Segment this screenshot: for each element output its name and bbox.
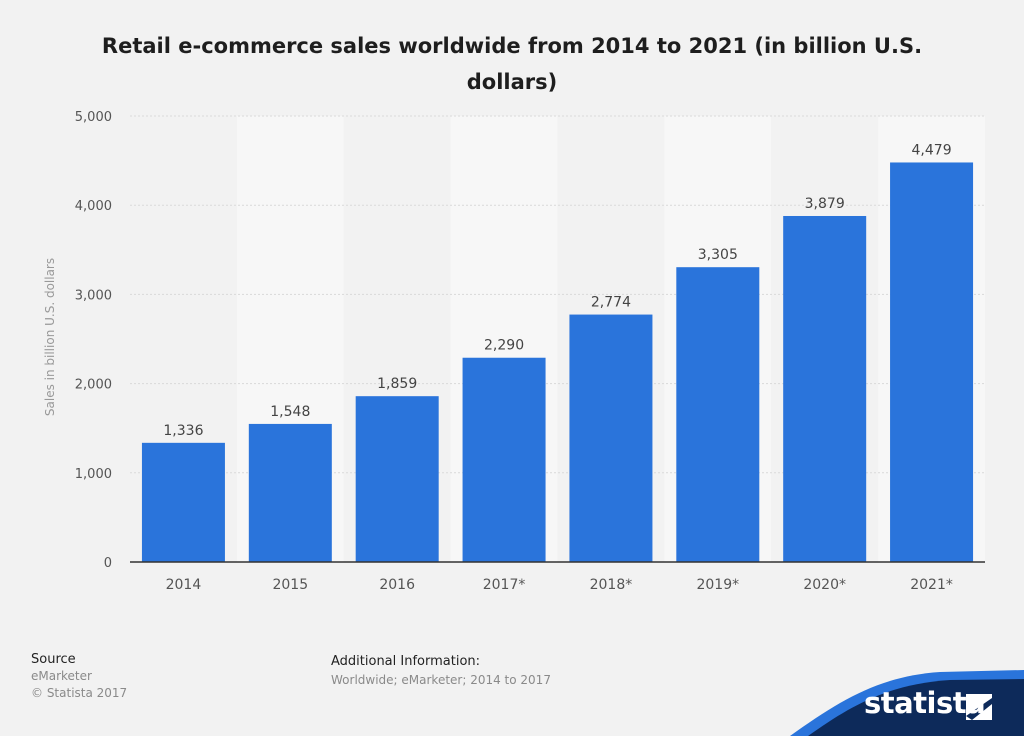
x-tick-label: 2015 (272, 577, 308, 593)
copyright-text: © Statista 2017 (31, 686, 128, 700)
y-tick-label: 5,000 (75, 110, 112, 125)
x-tick-label: 2021* (910, 577, 953, 593)
bar[interactable] (462, 357, 546, 562)
value-labels: 1,336 1,548 1,859 2,290 2,774 3,305 3,879 4,479 (163, 142, 951, 438)
bar[interactable] (783, 215, 867, 562)
data-label: 1,859 (377, 376, 417, 392)
data-label: 3,305 (698, 247, 738, 263)
bar[interactable] (890, 162, 974, 562)
x-tick-label: 2019* (696, 577, 739, 593)
bar[interactable] (248, 423, 332, 562)
statista-logo[interactable]: statista (864, 686, 986, 720)
additional-info-text: Worldwide; eMarketer; 2014 to 2017 (331, 673, 551, 687)
statista-logo-icon (966, 694, 992, 720)
data-label: 2,774 (591, 295, 631, 311)
y-tick-label: 0 (104, 556, 112, 571)
x-tick-label: 2016 (379, 577, 415, 593)
y-tick-label: 1,000 (75, 467, 112, 482)
additional-info-heading: Additional Information: (331, 654, 481, 669)
y-axis-ticks: 0 1,000 2,000 3,000 4,000 5,000 (75, 110, 112, 571)
bar[interactable] (141, 442, 225, 562)
y-tick-label: 4,000 (75, 199, 112, 214)
source-link[interactable]: eMarketer (31, 669, 92, 683)
data-label: 2,290 (484, 338, 524, 354)
x-tick-label: 2018* (590, 577, 633, 593)
bars (141, 162, 974, 562)
y-tick-label: 2,000 (75, 378, 112, 393)
data-label: 1,548 (270, 404, 310, 420)
data-label: 3,879 (805, 196, 845, 212)
bar-chart: 0 1,000 2,000 3,000 4,000 5,000 1,336 1,548 1,8… (43, 110, 985, 593)
data-label: 1,336 (163, 423, 203, 439)
y-axis-label: Sales in billion U.S. dollars (43, 258, 57, 416)
x-tick-label: 2017* (483, 577, 526, 593)
x-tick-label: 2020* (803, 577, 846, 593)
source-heading: Source (31, 652, 76, 667)
bar[interactable] (569, 314, 653, 562)
bar[interactable] (355, 396, 439, 562)
bar[interactable] (676, 267, 760, 562)
x-axis-ticks: 2014 2015 2016 2017* 2018* 2019* 2020* 2021* (166, 577, 953, 593)
y-tick-label: 3,000 (75, 288, 112, 303)
data-label: 4,479 (912, 142, 952, 158)
x-tick-label: 2014 (166, 577, 202, 593)
chart-title: Retail e-commerce sales worldwide from 2… (101, 34, 923, 94)
